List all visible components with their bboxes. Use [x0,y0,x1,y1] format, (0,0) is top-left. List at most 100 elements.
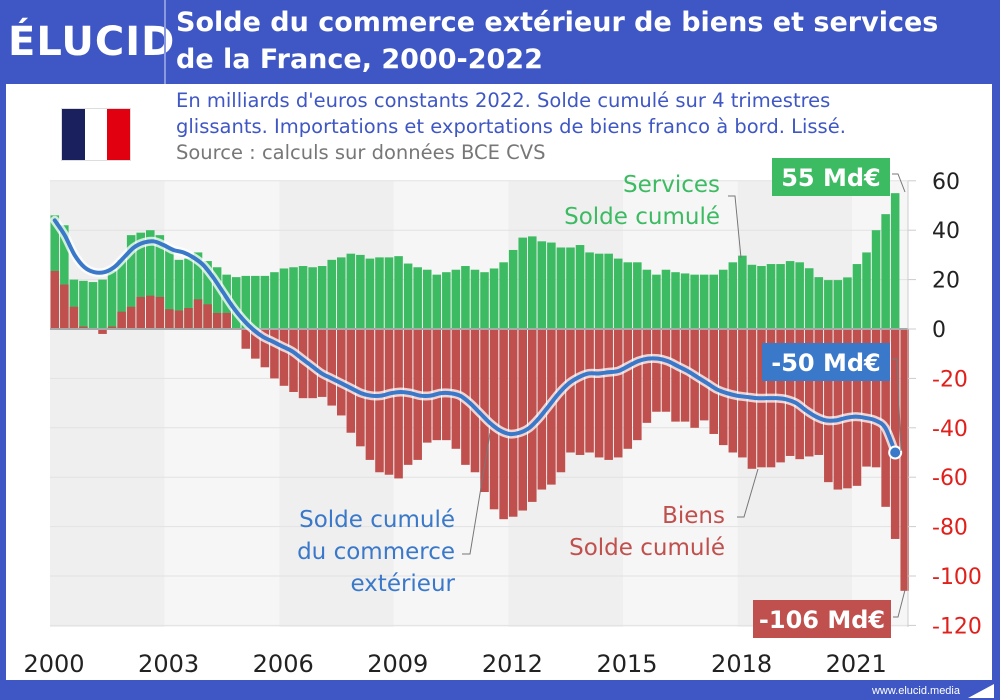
y-tick-label: -80 [932,516,968,541]
services-bar [203,261,212,329]
biens-bar [890,329,900,539]
services-bar [69,279,79,329]
services-bar [165,247,174,329]
x-tick-label: 2003 [138,650,199,678]
france-flag-icon [61,108,131,161]
biens-bar [623,329,633,449]
services-bar [728,262,738,329]
biens-bar [117,311,126,329]
biens-bar [69,306,79,329]
services-bar [537,241,547,329]
biens-bar [785,329,795,456]
services-bar [747,264,757,329]
biens-bar [881,329,890,507]
biens-bar [337,329,346,416]
elucid-corner-icon [968,684,994,698]
biens-bar [289,329,298,392]
services-bar [155,235,165,329]
services-badge-leader [892,173,906,193]
services-bar [508,249,518,329]
services-bar [117,259,126,329]
subtitle-line2: glissants. Importations et exportations … [176,115,846,138]
biens-bar [814,329,824,455]
y-tick-label: -40 [932,417,968,442]
services-bar [365,258,375,329]
services-bar [174,259,184,329]
services-bar [843,277,852,329]
services-bar [193,252,203,329]
services-bar [776,264,785,329]
biens-bar [346,329,356,433]
services-bar [594,253,604,329]
biens-bar [394,329,403,479]
biens-bar [146,295,155,329]
biens-bar [518,329,527,511]
services-bar [623,262,633,329]
services-bar [337,257,346,329]
biens-bar [556,329,566,473]
subtitle-line1: En milliards d'euros constants 2022. Sol… [176,89,831,112]
biens-bar [719,329,728,446]
biens-bar [508,329,518,517]
biens-bar [613,329,623,458]
services-label: Services [623,172,720,198]
services-bar [308,267,317,329]
biens-bar [604,329,613,460]
total-line-label: extérieur [350,571,455,597]
services-bar [480,272,489,329]
services-bar [270,272,279,329]
services-bar [461,266,470,329]
biens-bar [79,326,88,329]
services-bar [346,253,356,329]
services-bar [251,275,260,329]
services-bar [413,267,422,329]
services-label: Solde cumulé [564,204,720,230]
total-badge-leader [892,358,902,452]
services-bar [709,274,718,329]
services-bar [738,255,747,329]
y-tick-label: 20 [932,269,960,294]
total-line-path [52,218,898,455]
services-bar [136,232,145,329]
y-tick-label: -100 [932,565,982,590]
services-bar [585,252,594,329]
bars [50,193,909,591]
services-bar [107,270,117,329]
biens-value-badge: -106 Md€ [759,606,885,634]
biens-bar [652,329,661,412]
biens-bar [470,329,480,473]
biens-bar [585,329,594,453]
services-bar [451,269,461,329]
services-bar [518,237,527,329]
header-divider [164,0,166,84]
total-value-badge: -50 Md€ [771,349,880,377]
biens-bar [279,329,289,386]
services-bar [184,258,193,329]
biens-bar [480,329,489,493]
biens-value-badge-box [753,600,891,638]
services-bar [785,261,795,329]
biens-bar [642,329,652,423]
biens-bar [442,329,451,441]
footer-url[interactable]: www.elucid.media [871,685,960,697]
x-tick-label: 2021 [826,650,887,678]
background-band [623,181,738,627]
biens-bar [862,329,871,467]
chart-title-line1: Solde du commerce extérieur de biens et … [176,7,939,38]
biens-bar [212,312,222,329]
biens-bar [871,329,881,468]
services-bar [699,274,709,329]
flag-stripe-white [84,109,108,160]
x-axis: 2000 2003 2006 2009 2012 2015 2018 2021 [23,650,886,678]
background-band [508,181,623,627]
biens-bar [489,329,499,510]
services-bar [575,245,585,329]
services-bar [442,272,451,329]
services-bar [871,230,881,329]
y-tick-label: 60 [932,170,960,195]
services-bar [642,269,652,329]
services-bar [241,275,251,329]
biens-bar [594,329,604,458]
biens-bar [852,329,862,486]
services-bar [556,247,566,329]
